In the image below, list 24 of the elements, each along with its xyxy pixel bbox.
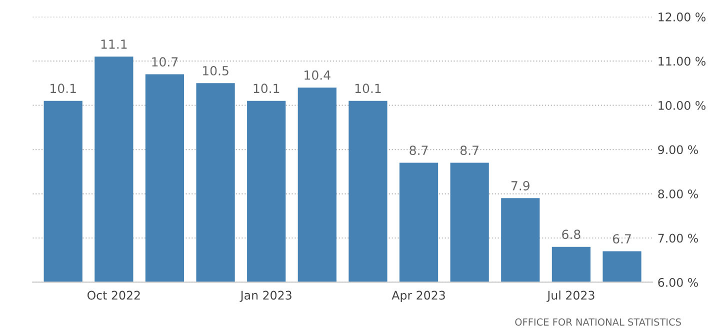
x-tick-label: Jan 2023 <box>240 290 292 302</box>
x-tick-label: Apr 2023 <box>392 290 445 302</box>
y-tick-label: 11.00 % <box>658 56 706 66</box>
data-label: 8.7 <box>410 146 428 156</box>
x-tick-label: Jul 2023 <box>546 290 594 302</box>
data-label: 10.4 <box>304 70 330 80</box>
data-label: 6.7 <box>612 234 631 244</box>
text: OFFICE FOR NATIONAL STATISTICS <box>515 318 681 326</box>
y-tick-label: 12.00 % <box>658 12 706 22</box>
data-label: 10.1 <box>50 84 76 94</box>
data-label: 10.7 <box>152 57 178 67</box>
y-tick-label: 6.00 % <box>658 278 698 287</box>
x-tick-label: Oct 2022 <box>87 290 140 300</box>
data-label: 11.1 <box>101 40 127 49</box>
data-label: 7.9 <box>511 181 530 190</box>
data-label: 10.1 <box>254 84 280 94</box>
y-tick-label: 7.00 % <box>658 234 698 243</box>
data-label: 10.1 <box>355 84 381 94</box>
y-tick-label: 10.00 % <box>658 101 706 110</box>
y-tick-label: 9.00 % <box>658 145 698 154</box>
data-label: 6.8 <box>562 230 580 240</box>
data-label: 10.5 <box>202 66 228 76</box>
y-tick-label: 8.00 % <box>658 189 698 198</box>
data-label: 8.7 <box>460 146 478 156</box>
